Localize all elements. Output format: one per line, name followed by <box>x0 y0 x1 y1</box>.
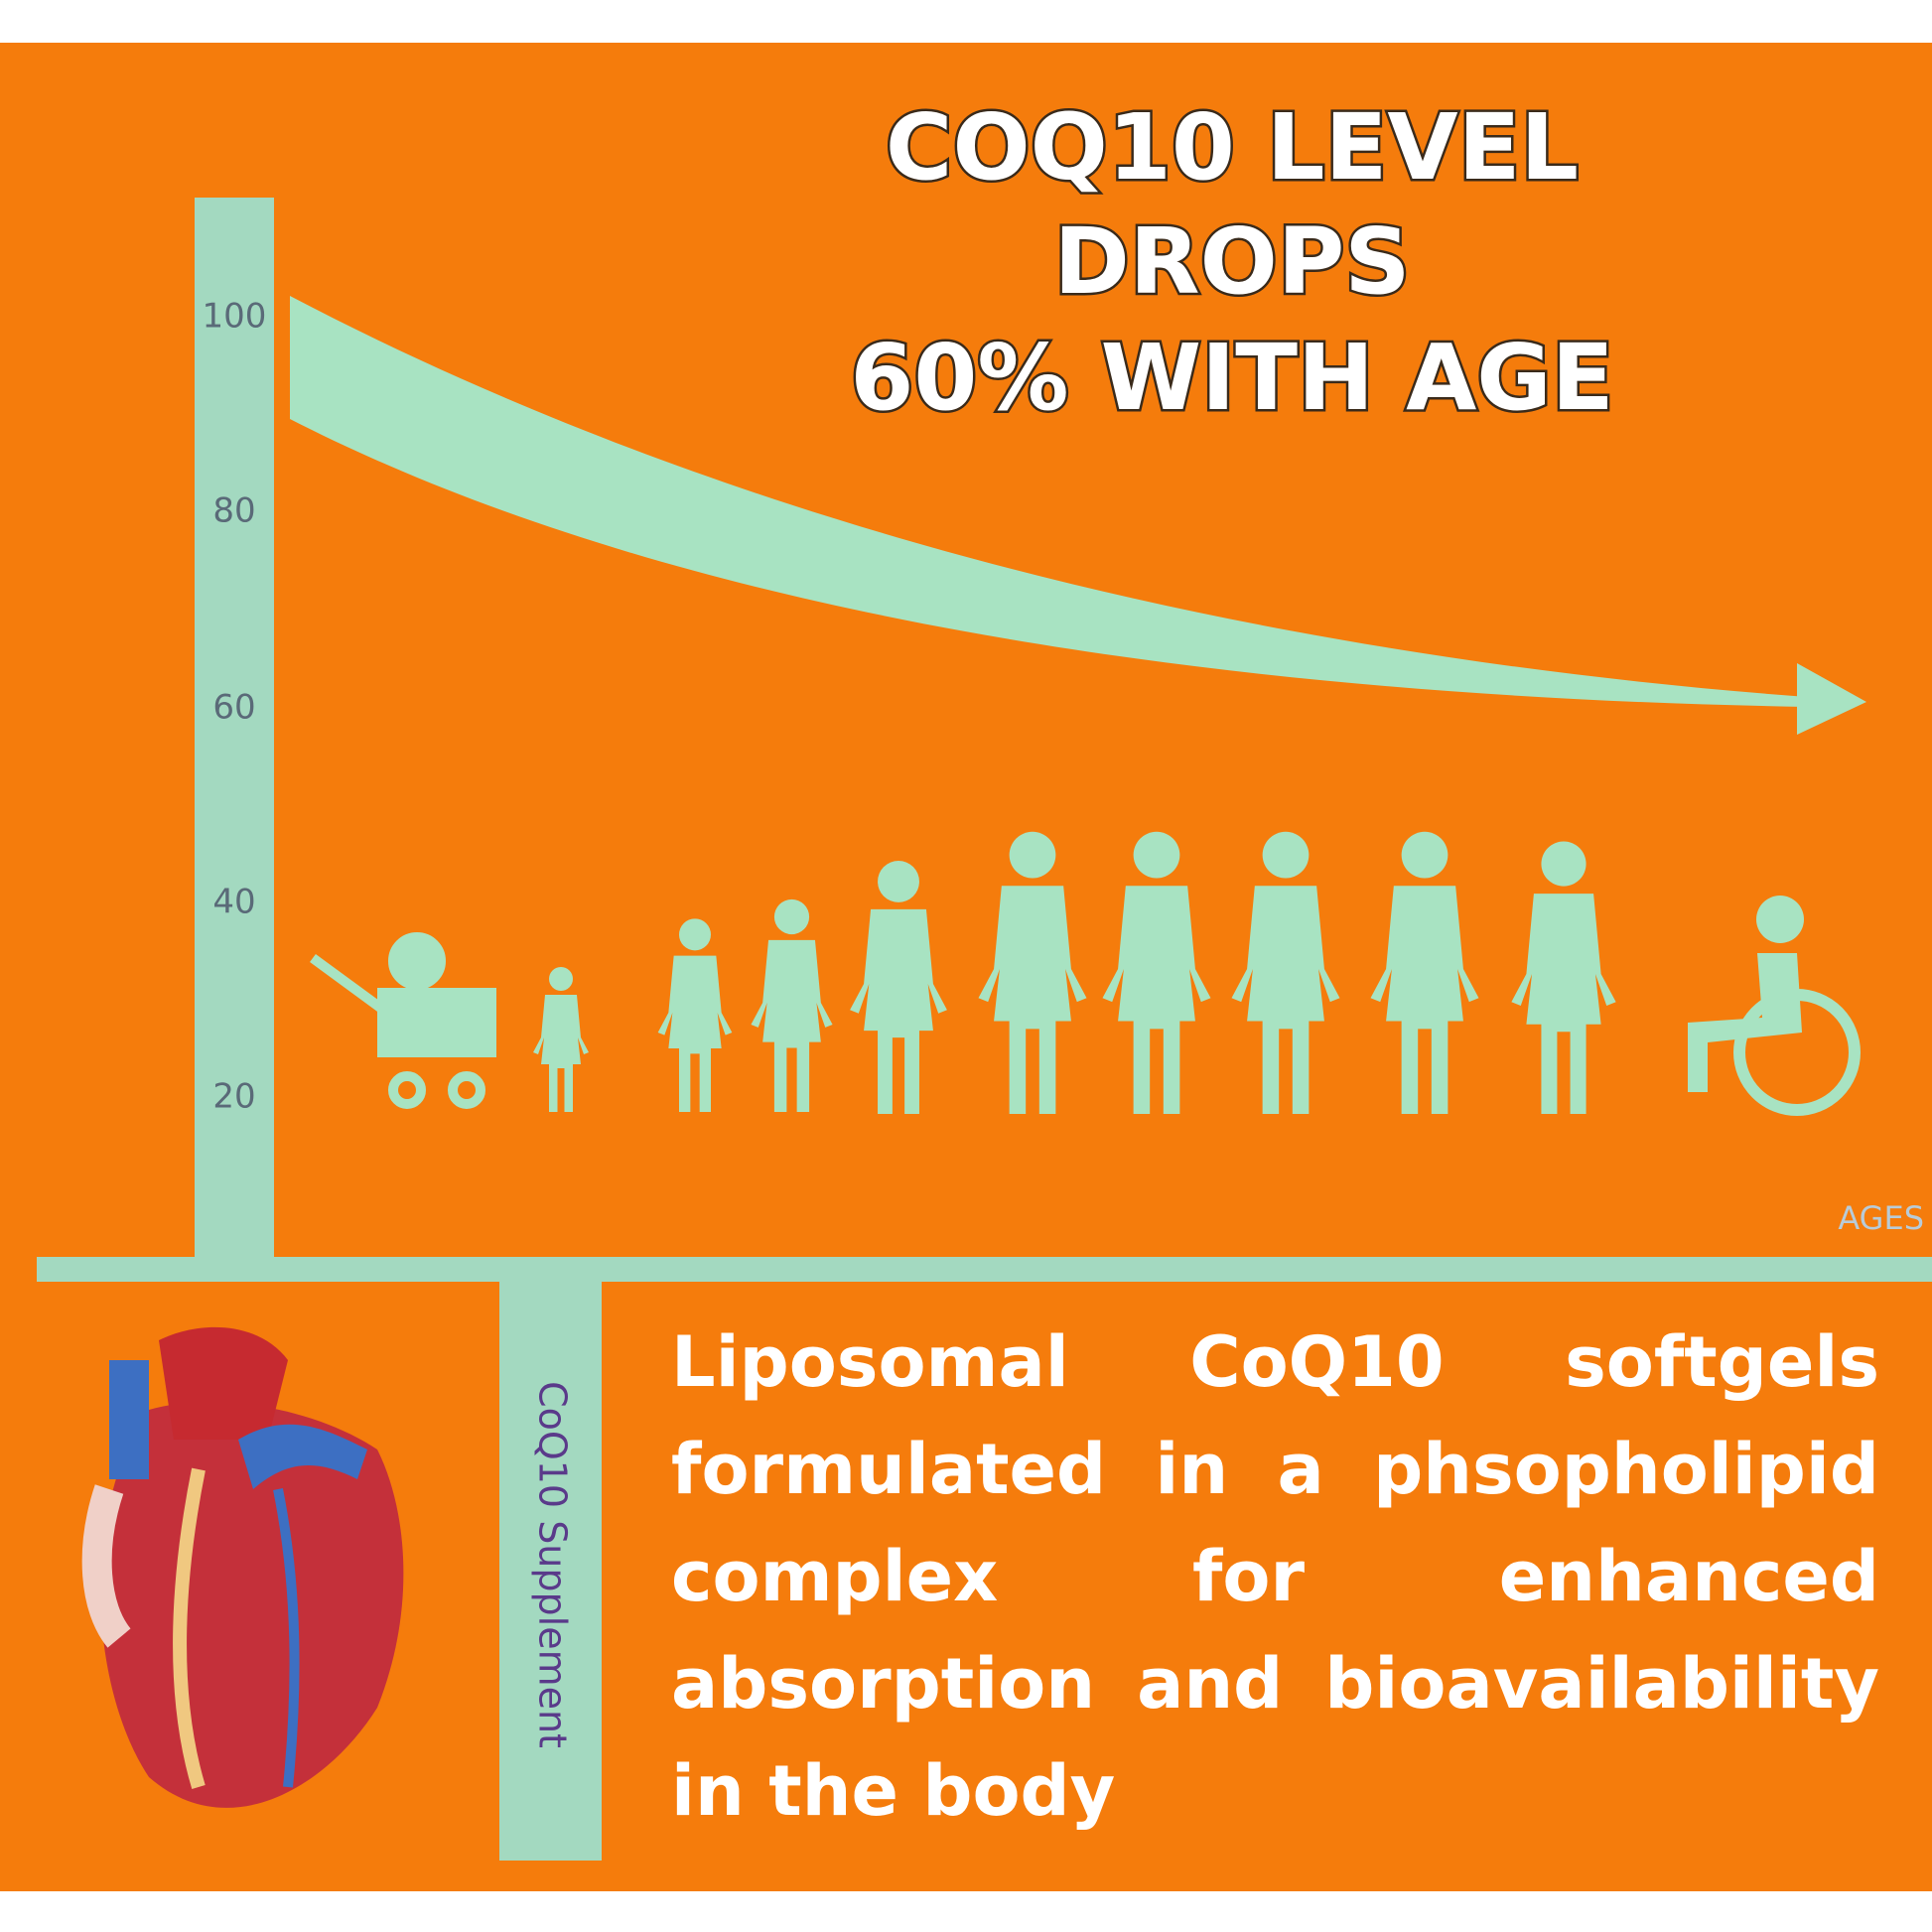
supplement-bar <box>499 1282 602 1861</box>
stroller <box>310 932 496 1109</box>
side-label: CoQ10 Supplement <box>531 1381 575 1748</box>
y-tick-label: 100 <box>203 297 267 337</box>
title-line: 60% WITH AGE <box>850 325 1613 431</box>
x-axis-label: AGES <box>1838 1199 1924 1237</box>
title-line: DROPS <box>1053 208 1410 315</box>
people <box>310 831 1861 1116</box>
decline-band <box>290 296 1807 707</box>
y-tick-label: 20 <box>212 1077 255 1117</box>
description: Liposomal CoQ10 softgels formulated in a… <box>671 1321 1879 1832</box>
heart <box>81 1326 404 1808</box>
y-tick-label: 40 <box>212 883 255 922</box>
title-line: COQ10 LEVEL <box>886 94 1579 201</box>
x-axis-bar <box>37 1257 1932 1282</box>
arrow-head <box>1797 663 1866 735</box>
wheelchair-user <box>1688 896 1861 1116</box>
y-tick-label: 80 <box>212 491 255 531</box>
y-tick-label: 60 <box>212 688 255 728</box>
y-axis-bar <box>195 198 274 1257</box>
